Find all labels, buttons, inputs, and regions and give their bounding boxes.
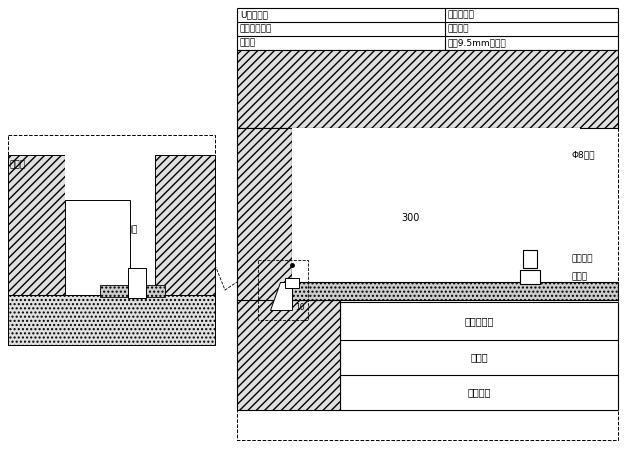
Text: 模型石膏填缝: 模型石膏填缝 [105, 226, 138, 234]
Bar [237, 50, 618, 440]
Text: 300: 300 [402, 213, 420, 223]
Text: Φ8吊筋: Φ8吊筋 [572, 151, 595, 159]
Bar [292, 282, 618, 300]
Text: 石材墙面: 石材墙面 [467, 387, 490, 398]
Text: 轻钢龙骨: 轻钢龙骨 [448, 24, 470, 33]
Bar [128, 268, 146, 298]
Bar [8, 295, 215, 345]
Bar [65, 200, 130, 295]
Bar [520, 270, 540, 284]
Text: 灌装层: 灌装层 [470, 353, 488, 363]
Text: 主龙骨: 主龙骨 [572, 272, 588, 281]
Bar [285, 278, 299, 288]
Bar [258, 260, 308, 320]
Text: U型边龙骨: U型边龙骨 [240, 10, 268, 20]
Text: 建筑结构层: 建筑结构层 [464, 316, 494, 326]
Bar [237, 128, 292, 310]
Bar [292, 128, 580, 282]
Text: 模型石膏填缝: 模型石膏填缝 [240, 24, 273, 33]
Polygon shape [270, 282, 292, 310]
Bar [100, 285, 165, 297]
Text: 建筑结构层: 建筑结构层 [448, 10, 475, 20]
Bar [65, 155, 155, 295]
Text: 木龙骨: 木龙骨 [240, 38, 256, 47]
Bar [155, 155, 215, 295]
Text: 10: 10 [295, 303, 305, 312]
Text: 龙骨吊件: 龙骨吊件 [572, 255, 593, 264]
Text: 木龙骨: 木龙骨 [10, 160, 26, 169]
Text: 双层9.5mm石膏板: 双层9.5mm石膏板 [448, 38, 507, 47]
Bar [8, 155, 65, 335]
Bar [523, 250, 537, 268]
Bar [237, 50, 618, 128]
Bar [237, 300, 340, 410]
Bar [8, 135, 215, 345]
